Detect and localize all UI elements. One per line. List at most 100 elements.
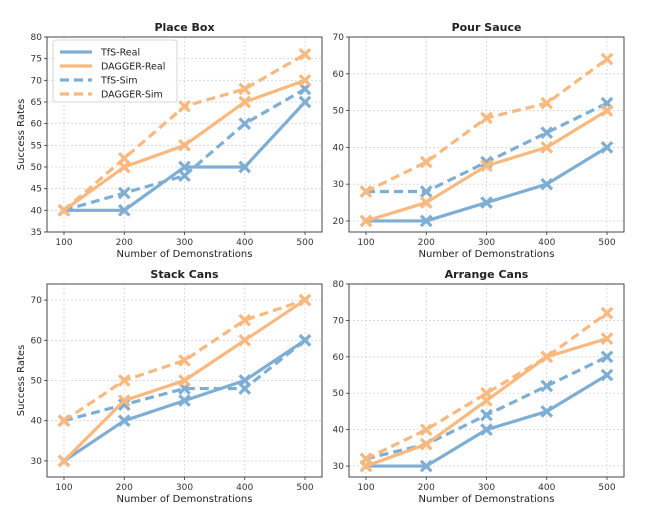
data-point (298, 95, 312, 109)
series-dagger-sim (57, 48, 312, 217)
data-point (359, 185, 373, 198)
y-tick-label: 30 (31, 457, 43, 467)
x-tick-label: 400 (538, 238, 555, 248)
data-point (600, 332, 614, 345)
x-tick-label: 400 (538, 483, 555, 493)
data-point (178, 394, 191, 407)
data-point (419, 185, 433, 198)
series-line (63, 339, 307, 423)
y-tick-label: 70 (31, 296, 43, 306)
y-tick-label: 40 (31, 206, 43, 216)
chart-title: Pour Sauce (452, 21, 522, 34)
series-dagger-sim (359, 306, 614, 466)
data-point (238, 117, 252, 130)
data-point (480, 423, 493, 436)
x-tick-label: 300 (176, 483, 193, 493)
data-point (178, 374, 191, 387)
x-axis-label: Number of Demonstrations (419, 249, 555, 260)
series-dagger-real (359, 104, 614, 228)
y-tick-label: 80 (31, 33, 43, 43)
y-tick-label: 50 (31, 377, 43, 387)
data-point (540, 405, 554, 418)
series-line (365, 311, 608, 461)
y-tick-label: 65 (31, 98, 42, 108)
y-axis-label: Success Rates (16, 99, 27, 171)
legend-label: TfS-Sim (100, 76, 138, 87)
series-tfs-real (57, 333, 312, 468)
data-point (238, 95, 252, 109)
y-tick-label: 30 (333, 180, 345, 190)
data-point (117, 414, 131, 428)
legend-label: DAGGER-Real (101, 62, 165, 73)
y-tick-label: 50 (333, 107, 345, 117)
y-tick-label: 35 (31, 228, 42, 238)
chart-title: Arrange Cans (445, 268, 529, 281)
x-tick-label: 100 (357, 483, 374, 493)
data-point (238, 333, 252, 347)
data-point (298, 48, 312, 61)
data-point (540, 350, 554, 364)
y-tick-label: 60 (333, 353, 345, 363)
data-point (298, 333, 312, 347)
data-point (480, 159, 493, 173)
y-axis-label: Success Rates (16, 345, 27, 417)
data-point (419, 155, 433, 169)
legend-label: TfS-Real (100, 48, 140, 59)
series-line (63, 298, 306, 423)
x-tick-label: 500 (598, 238, 615, 248)
data-point (57, 204, 71, 217)
chart-title: Place Box (154, 21, 214, 34)
data-point (600, 141, 614, 154)
data-point (419, 459, 433, 473)
data-point (419, 437, 433, 451)
y-tick-label: 40 (333, 143, 345, 153)
data-point (540, 141, 554, 154)
x-tick-label: 200 (418, 238, 435, 248)
data-point (480, 196, 493, 209)
y-tick-label: 60 (333, 70, 345, 80)
x-tick-label: 200 (418, 483, 435, 493)
x-tick-label: 300 (176, 238, 193, 248)
chart-title: Stack Cans (150, 268, 219, 281)
series-dagger-sim (359, 52, 614, 198)
x-tick-label: 100 (55, 238, 72, 248)
data-point (540, 177, 554, 191)
data-point (178, 139, 191, 152)
y-tick-label: 70 (333, 33, 345, 43)
x-axis-label: Number of Demonstrations (117, 249, 253, 260)
data-point (117, 374, 131, 387)
data-point (359, 452, 373, 466)
y-tick-label: 70 (333, 316, 345, 326)
data-point (480, 111, 493, 125)
data-point (117, 152, 131, 165)
data-point (178, 100, 191, 113)
chart-panel-3: 30 40 50 60 70 100 200 300 400 500 Stack Cans Numbe… (16, 268, 323, 505)
legend-box (52, 39, 178, 103)
data-point (419, 423, 433, 436)
y-tick-label: 50 (31, 163, 43, 173)
data-point (540, 126, 554, 139)
x-tick-label: 100 (55, 483, 72, 493)
data-point (178, 354, 191, 367)
data-point (57, 454, 71, 468)
data-point (238, 382, 252, 395)
data-point (117, 186, 131, 200)
x-tick-label: 500 (296, 483, 313, 493)
data-point (359, 214, 373, 228)
x-axis-label: Number of Demonstrations (419, 494, 555, 505)
legend: TfS-Real DAGGER-Real TfS-Sim DAGGER-Sim (52, 39, 178, 103)
series-dagger-sim (57, 293, 312, 428)
data-point (178, 169, 191, 182)
data-point (117, 394, 131, 407)
series-line (63, 87, 306, 212)
y-tick-label: 70 (31, 76, 43, 86)
x-tick-label: 300 (478, 483, 495, 493)
x-axis-label: Number of Demonstrations (117, 494, 253, 505)
y-tick-label: 60 (31, 336, 43, 346)
y-tick-label: 55 (31, 141, 42, 151)
x-tick-label: 400 (236, 238, 253, 248)
data-point (600, 104, 614, 117)
data-point (298, 74, 312, 87)
data-point (480, 408, 493, 422)
